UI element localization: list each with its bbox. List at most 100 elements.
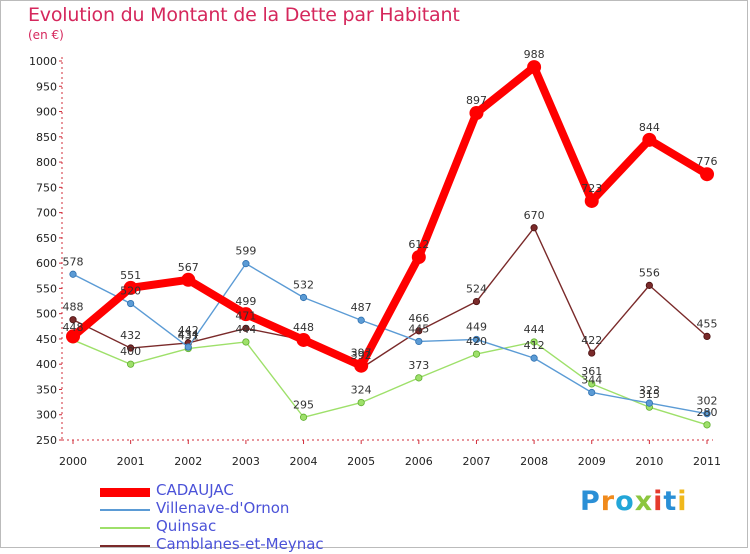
brand-letter: x	[634, 486, 654, 517]
chart-title: Evolution du Montant de la Dette par Hab…	[28, 4, 460, 26]
data-label: 397	[351, 347, 372, 360]
data-label: 344	[581, 373, 602, 386]
data-point	[242, 338, 250, 346]
series-line-quinsac	[72, 339, 708, 426]
data-point	[584, 193, 599, 208]
y-tick-label: 550	[36, 282, 57, 295]
data-label: 432	[120, 329, 141, 342]
data-label: 422	[581, 334, 602, 347]
series-line-cadaujac	[70, 63, 710, 370]
brand-letter: t	[663, 486, 678, 517]
data-point	[530, 224, 538, 232]
brand-letter: i	[653, 486, 664, 517]
data-label: 488	[63, 301, 84, 314]
data-point	[645, 399, 653, 407]
data-label: 315	[639, 388, 660, 401]
legend-label: CADAUJAC	[156, 481, 234, 499]
data-point	[642, 132, 657, 147]
y-tick-label: 950	[36, 80, 57, 93]
data-point	[527, 60, 542, 75]
data-label: 431	[178, 330, 199, 343]
data-point	[184, 343, 192, 351]
legend-label: Villenave-d'Ornon	[156, 499, 290, 517]
data-point	[700, 167, 714, 182]
data-labels-layer: 578 520 434 599 532 487 445 449 412 344 323 302 448 4…	[63, 48, 718, 419]
x-tick-label: 2004	[290, 455, 318, 468]
data-label: 455	[697, 317, 718, 330]
data-point	[66, 329, 80, 344]
brand-letter: P	[580, 486, 601, 517]
x-tick-label: 2009	[578, 455, 606, 468]
data-label: 444	[235, 323, 256, 336]
brand-logo: Proxiti	[580, 486, 688, 517]
data-point	[415, 327, 423, 335]
y-tick-label: 300	[36, 409, 57, 422]
data-point	[588, 388, 596, 397]
y-tick-label: 350	[36, 383, 57, 396]
data-point	[127, 344, 135, 352]
y-tick-label: 900	[36, 106, 57, 119]
series-line-camblanes	[72, 227, 708, 369]
y-tick-label: 750	[36, 181, 57, 194]
data-point	[238, 307, 253, 322]
data-point	[703, 410, 711, 418]
y-tick-label: 700	[36, 207, 57, 220]
legend-label: Quinsac	[156, 517, 217, 535]
y-tick-label: 650	[36, 232, 57, 245]
data-point	[472, 297, 481, 306]
legend-swatch	[100, 527, 150, 529]
data-label: 442	[178, 324, 199, 337]
data-label: 551	[120, 269, 141, 282]
x-tick-label: 2002	[174, 455, 202, 468]
data-point	[354, 358, 369, 373]
brand-letter: r	[600, 486, 616, 517]
data-label: 487	[351, 301, 372, 314]
data-point	[588, 380, 596, 388]
y-tick-label: 850	[36, 131, 57, 144]
data-label: 567	[178, 261, 199, 274]
data-label: 434	[178, 328, 199, 341]
data-point	[127, 299, 135, 308]
data-point	[703, 332, 711, 341]
y-tick-label: 400	[36, 358, 57, 371]
legend-swatch	[100, 509, 150, 511]
data-label: 723	[581, 182, 602, 195]
y-tick-label: 450	[36, 333, 57, 346]
data-label: 392	[351, 349, 372, 362]
data-label: 578	[63, 255, 84, 268]
data-label: 444	[524, 323, 545, 336]
data-label: 988	[524, 48, 545, 61]
data-point	[299, 413, 308, 421]
data-point	[69, 316, 77, 324]
data-label: 400	[120, 345, 141, 358]
brand-letter: o	[615, 486, 635, 517]
legend-swatch	[100, 487, 150, 497]
data-point	[69, 270, 77, 278]
data-point	[530, 354, 538, 362]
x-tick-label: 2011	[693, 455, 721, 468]
data-label: 449	[466, 320, 487, 333]
data-label: 524	[466, 283, 487, 296]
data-point	[411, 250, 426, 265]
data-point	[703, 421, 711, 429]
data-label: 776	[697, 155, 718, 168]
series-layer	[66, 60, 714, 429]
x-tick-label: 2000	[59, 455, 87, 468]
data-label: 471	[235, 309, 256, 322]
data-point	[415, 337, 423, 346]
data-point	[472, 335, 481, 344]
data-point	[181, 272, 196, 287]
data-label: 844	[639, 121, 660, 134]
data-point	[469, 106, 484, 121]
data-label: 670	[524, 209, 545, 222]
data-point	[299, 293, 308, 302]
data-label: 361	[581, 365, 602, 378]
series-line-villenave	[72, 262, 708, 415]
y-tick-label: 1000	[29, 55, 57, 68]
data-point	[357, 316, 365, 324]
y-tick-label: 500	[36, 308, 57, 321]
data-point	[296, 332, 311, 347]
x-tick-label: 2003	[232, 455, 260, 468]
